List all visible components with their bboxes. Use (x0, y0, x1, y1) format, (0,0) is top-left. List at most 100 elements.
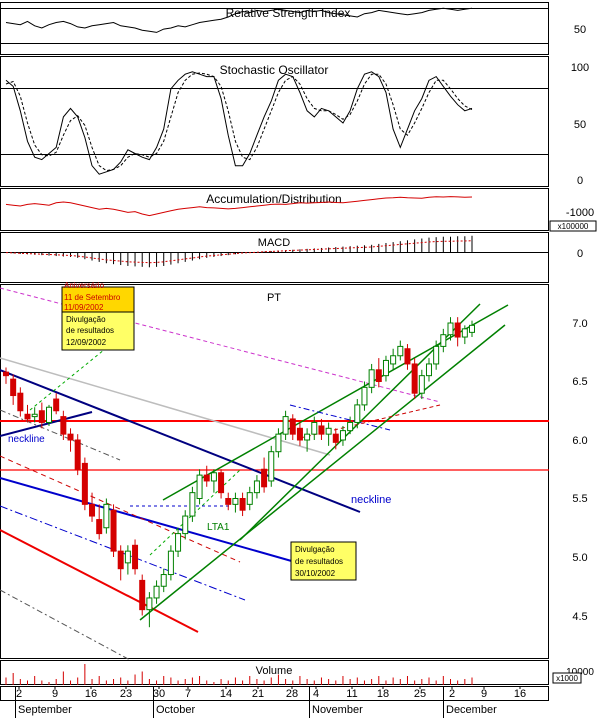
candle-body (447, 322, 454, 336)
candle-body (139, 579, 146, 611)
neckline-upper (0, 369, 361, 513)
candle-body (397, 345, 404, 357)
candle-body (53, 398, 60, 412)
date-tick-label: 16 (514, 688, 526, 700)
rsi-line (5, 7, 473, 33)
rsi-series (5, 7, 473, 33)
price-tick-label: 5.0 (572, 552, 587, 564)
candle-body (17, 392, 24, 412)
candle-body (146, 597, 153, 611)
date-tick-label: 9 (52, 688, 58, 700)
candle-body (175, 533, 182, 552)
gray-dashdot-line (0, 589, 131, 661)
macd-panel-frame (0, 232, 549, 283)
note-box-resultados-sep: Divulgação de resultados 12/09/2002 (61, 311, 135, 351)
candle-body (110, 509, 117, 552)
candle-body (304, 433, 311, 441)
stoch-k-line (5, 71, 473, 175)
stoch-d-line (5, 72, 473, 172)
note-resultados-sep-line3: 12/09/2002 (66, 338, 107, 347)
candle-body (67, 433, 74, 441)
candle-body (461, 328, 468, 338)
stoch-tick-label-100: 100 (571, 62, 589, 74)
month-label: October (156, 704, 195, 716)
candle-body (232, 498, 239, 505)
date-tick-label: 30 (153, 688, 165, 700)
date-tick-label: 4 (313, 688, 319, 700)
candle-body (296, 427, 303, 441)
volume-unit-label: x1000 (556, 674, 578, 683)
candle-body (89, 503, 96, 517)
channel-lower-line (139, 324, 506, 621)
date-tick-label: 16 (85, 688, 97, 700)
candle-body (74, 439, 81, 470)
note-aniversario-line3: 11/09/2002 (64, 303, 104, 312)
macd-signal-line (5, 240, 473, 264)
month-labels: September October November December (18, 704, 497, 716)
candle-body (318, 425, 325, 435)
candle-body (454, 322, 461, 338)
candle-body (160, 574, 167, 587)
short-neckline (0, 411, 93, 437)
candle-body (325, 427, 332, 435)
ad-line (5, 196, 473, 217)
note-resultados-sep-line1: Divulgação (66, 315, 106, 324)
candle-body (60, 416, 67, 435)
note-resultados-sep-line2: de resultados (66, 326, 114, 335)
candle-body (433, 345, 440, 365)
candle-body (210, 472, 217, 482)
note-resultados-oct-line2: de resultados (295, 557, 343, 566)
stochastic-series (5, 71, 473, 175)
date-tick-label: 21 (252, 688, 264, 700)
candle-body (239, 498, 246, 511)
candle-body (404, 348, 411, 365)
candle-body (382, 359, 389, 377)
ad-tick-label: -1000 (566, 207, 594, 219)
note-resultados-oct-line3: 30/10/2002 (295, 569, 336, 578)
stochastic-title: Stochastic Oscillator (220, 63, 329, 77)
green-dotted-line (29, 344, 111, 411)
neckline-lower (0, 477, 296, 563)
reference-lines (0, 8, 549, 253)
panel-frames (0, 2, 549, 701)
note-aniversario-line1: Aniversário (64, 281, 105, 290)
candle-body (469, 324, 475, 333)
neckline-label-right: neckline (351, 494, 391, 506)
lta1-label: LTA1 (207, 522, 230, 533)
volume-unit-box (552, 672, 582, 684)
ad-panel-frame (0, 188, 549, 231)
stochastic-panel-frame (0, 56, 549, 187)
price-tick-label: 5.5 (572, 493, 587, 505)
price-tick-label: 6.0 (572, 435, 587, 447)
date-tick-label: 2 (16, 688, 22, 700)
candle-body (38, 410, 45, 423)
candle-body (46, 406, 53, 423)
candle-body (368, 369, 375, 388)
volume-panel-frame (0, 660, 549, 685)
date-tick-label: 18 (377, 688, 389, 700)
candle-body (332, 433, 339, 443)
candle-body (425, 363, 432, 377)
candle-body (411, 363, 418, 394)
month-label: November (312, 704, 363, 716)
candle-body (132, 544, 139, 570)
note-resultados-oct-line1: Divulgação (295, 545, 335, 554)
date-tick-label: 23 (120, 688, 132, 700)
candle-body (390, 355, 397, 365)
macd-title: MACD (258, 237, 290, 249)
date-tick-label: 11 (346, 688, 357, 700)
candle-body (282, 416, 289, 435)
magenta-trendline (0, 287, 441, 403)
blue-dashdot-short (289, 404, 391, 431)
candle-body (203, 474, 210, 482)
note-aniversario-line2: 11 de Setembro (64, 293, 121, 302)
date-tick-label: 14 (220, 688, 232, 700)
date-tick-label: 9 (481, 688, 487, 700)
rsi-title: Relative Strength Index (226, 6, 351, 20)
candle-body (10, 378, 17, 397)
macd-tick-label: 0 (577, 248, 583, 260)
ad-unit-label: x100000 (558, 222, 589, 231)
candle-body (261, 468, 268, 488)
candle-body (418, 375, 425, 394)
